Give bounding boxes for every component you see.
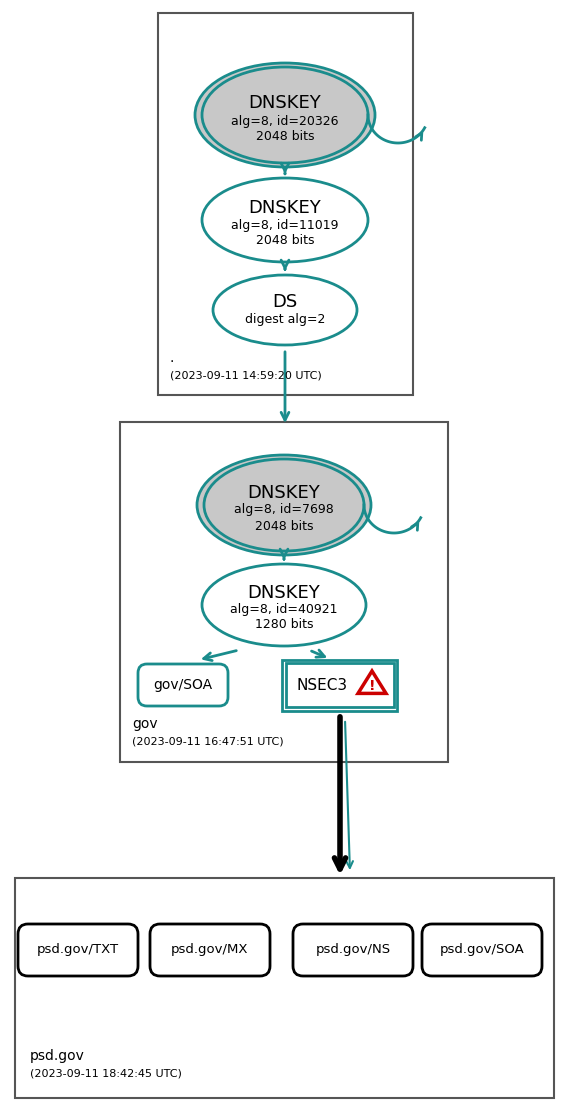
- Text: psd.gov/TXT: psd.gov/TXT: [37, 944, 119, 956]
- Ellipse shape: [204, 459, 364, 551]
- Text: DNSKEY: DNSKEY: [249, 94, 321, 112]
- Bar: [15, 878, 554, 1098]
- Text: gov/SOA: gov/SOA: [154, 678, 213, 693]
- Text: 2048 bits: 2048 bits: [255, 233, 314, 247]
- Polygon shape: [358, 671, 386, 694]
- Text: alg=8, id=40921: alg=8, id=40921: [230, 603, 338, 617]
- Text: alg=8, id=7698: alg=8, id=7698: [234, 504, 334, 516]
- Text: (2023-09-11 16:47:51 UTC): (2023-09-11 16:47:51 UTC): [132, 737, 283, 747]
- Text: 1280 bits: 1280 bits: [255, 619, 314, 631]
- Bar: [158, 13, 413, 395]
- Text: alg=8, id=20326: alg=8, id=20326: [231, 115, 339, 127]
- Text: psd.gov/NS: psd.gov/NS: [315, 944, 390, 956]
- Ellipse shape: [197, 455, 371, 555]
- Text: 2048 bits: 2048 bits: [255, 519, 314, 533]
- Bar: [120, 422, 448, 762]
- Text: DNSKEY: DNSKEY: [249, 199, 321, 217]
- FancyBboxPatch shape: [150, 924, 270, 976]
- Text: alg=8, id=11019: alg=8, id=11019: [231, 219, 339, 231]
- Bar: [282, 659, 398, 710]
- Text: (2023-09-11 14:59:20 UTC): (2023-09-11 14:59:20 UTC): [170, 370, 321, 380]
- Text: DS: DS: [273, 293, 298, 311]
- Text: psd.gov: psd.gov: [30, 1049, 85, 1063]
- FancyBboxPatch shape: [293, 924, 413, 976]
- FancyBboxPatch shape: [18, 924, 138, 976]
- Ellipse shape: [202, 67, 368, 163]
- Text: 2048 bits: 2048 bits: [255, 131, 314, 143]
- Ellipse shape: [195, 63, 375, 168]
- Text: !: !: [369, 679, 375, 693]
- FancyBboxPatch shape: [138, 663, 228, 706]
- Text: DNSKEY: DNSKEY: [248, 484, 320, 502]
- Text: gov: gov: [132, 717, 158, 731]
- Text: (2023-09-11 18:42:45 UTC): (2023-09-11 18:42:45 UTC): [30, 1069, 182, 1079]
- Text: .: .: [170, 351, 174, 365]
- FancyBboxPatch shape: [422, 924, 542, 976]
- Text: digest alg=2: digest alg=2: [245, 314, 325, 326]
- Text: psd.gov/SOA: psd.gov/SOA: [440, 944, 525, 956]
- Ellipse shape: [213, 275, 357, 345]
- Text: psd.gov/MX: psd.gov/MX: [171, 944, 249, 956]
- Bar: [286, 663, 394, 707]
- Text: DNSKEY: DNSKEY: [248, 584, 320, 602]
- Text: NSEC3: NSEC3: [296, 678, 348, 693]
- Ellipse shape: [202, 178, 368, 262]
- Ellipse shape: [202, 564, 366, 646]
